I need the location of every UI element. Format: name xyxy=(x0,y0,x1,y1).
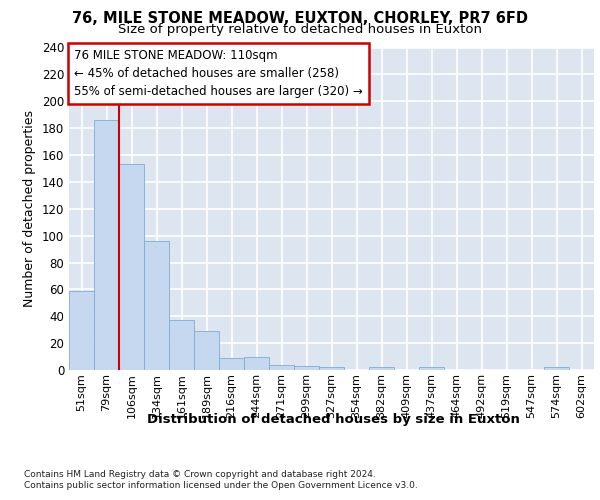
Text: 76 MILE STONE MEADOW: 110sqm
← 45% of detached houses are smaller (258)
55% of s: 76 MILE STONE MEADOW: 110sqm ← 45% of de… xyxy=(74,49,363,98)
Bar xyxy=(169,320,194,370)
Bar xyxy=(219,358,244,370)
Text: Contains HM Land Registry data © Crown copyright and database right 2024.: Contains HM Land Registry data © Crown c… xyxy=(24,470,376,479)
Bar xyxy=(294,366,319,370)
Y-axis label: Number of detached properties: Number of detached properties xyxy=(23,110,36,307)
Bar xyxy=(94,120,119,370)
Bar xyxy=(319,368,344,370)
Bar xyxy=(269,364,294,370)
Bar xyxy=(544,368,569,370)
Bar xyxy=(369,368,394,370)
Text: 76, MILE STONE MEADOW, EUXTON, CHORLEY, PR7 6FD: 76, MILE STONE MEADOW, EUXTON, CHORLEY, … xyxy=(72,11,528,26)
Bar xyxy=(69,290,94,370)
Bar xyxy=(419,368,444,370)
Text: Contains public sector information licensed under the Open Government Licence v3: Contains public sector information licen… xyxy=(24,481,418,490)
Text: Distribution of detached houses by size in Euxton: Distribution of detached houses by size … xyxy=(146,412,520,426)
Bar xyxy=(244,356,269,370)
Bar xyxy=(194,331,219,370)
Bar xyxy=(119,164,144,370)
Text: Size of property relative to detached houses in Euxton: Size of property relative to detached ho… xyxy=(118,22,482,36)
Bar xyxy=(144,241,169,370)
